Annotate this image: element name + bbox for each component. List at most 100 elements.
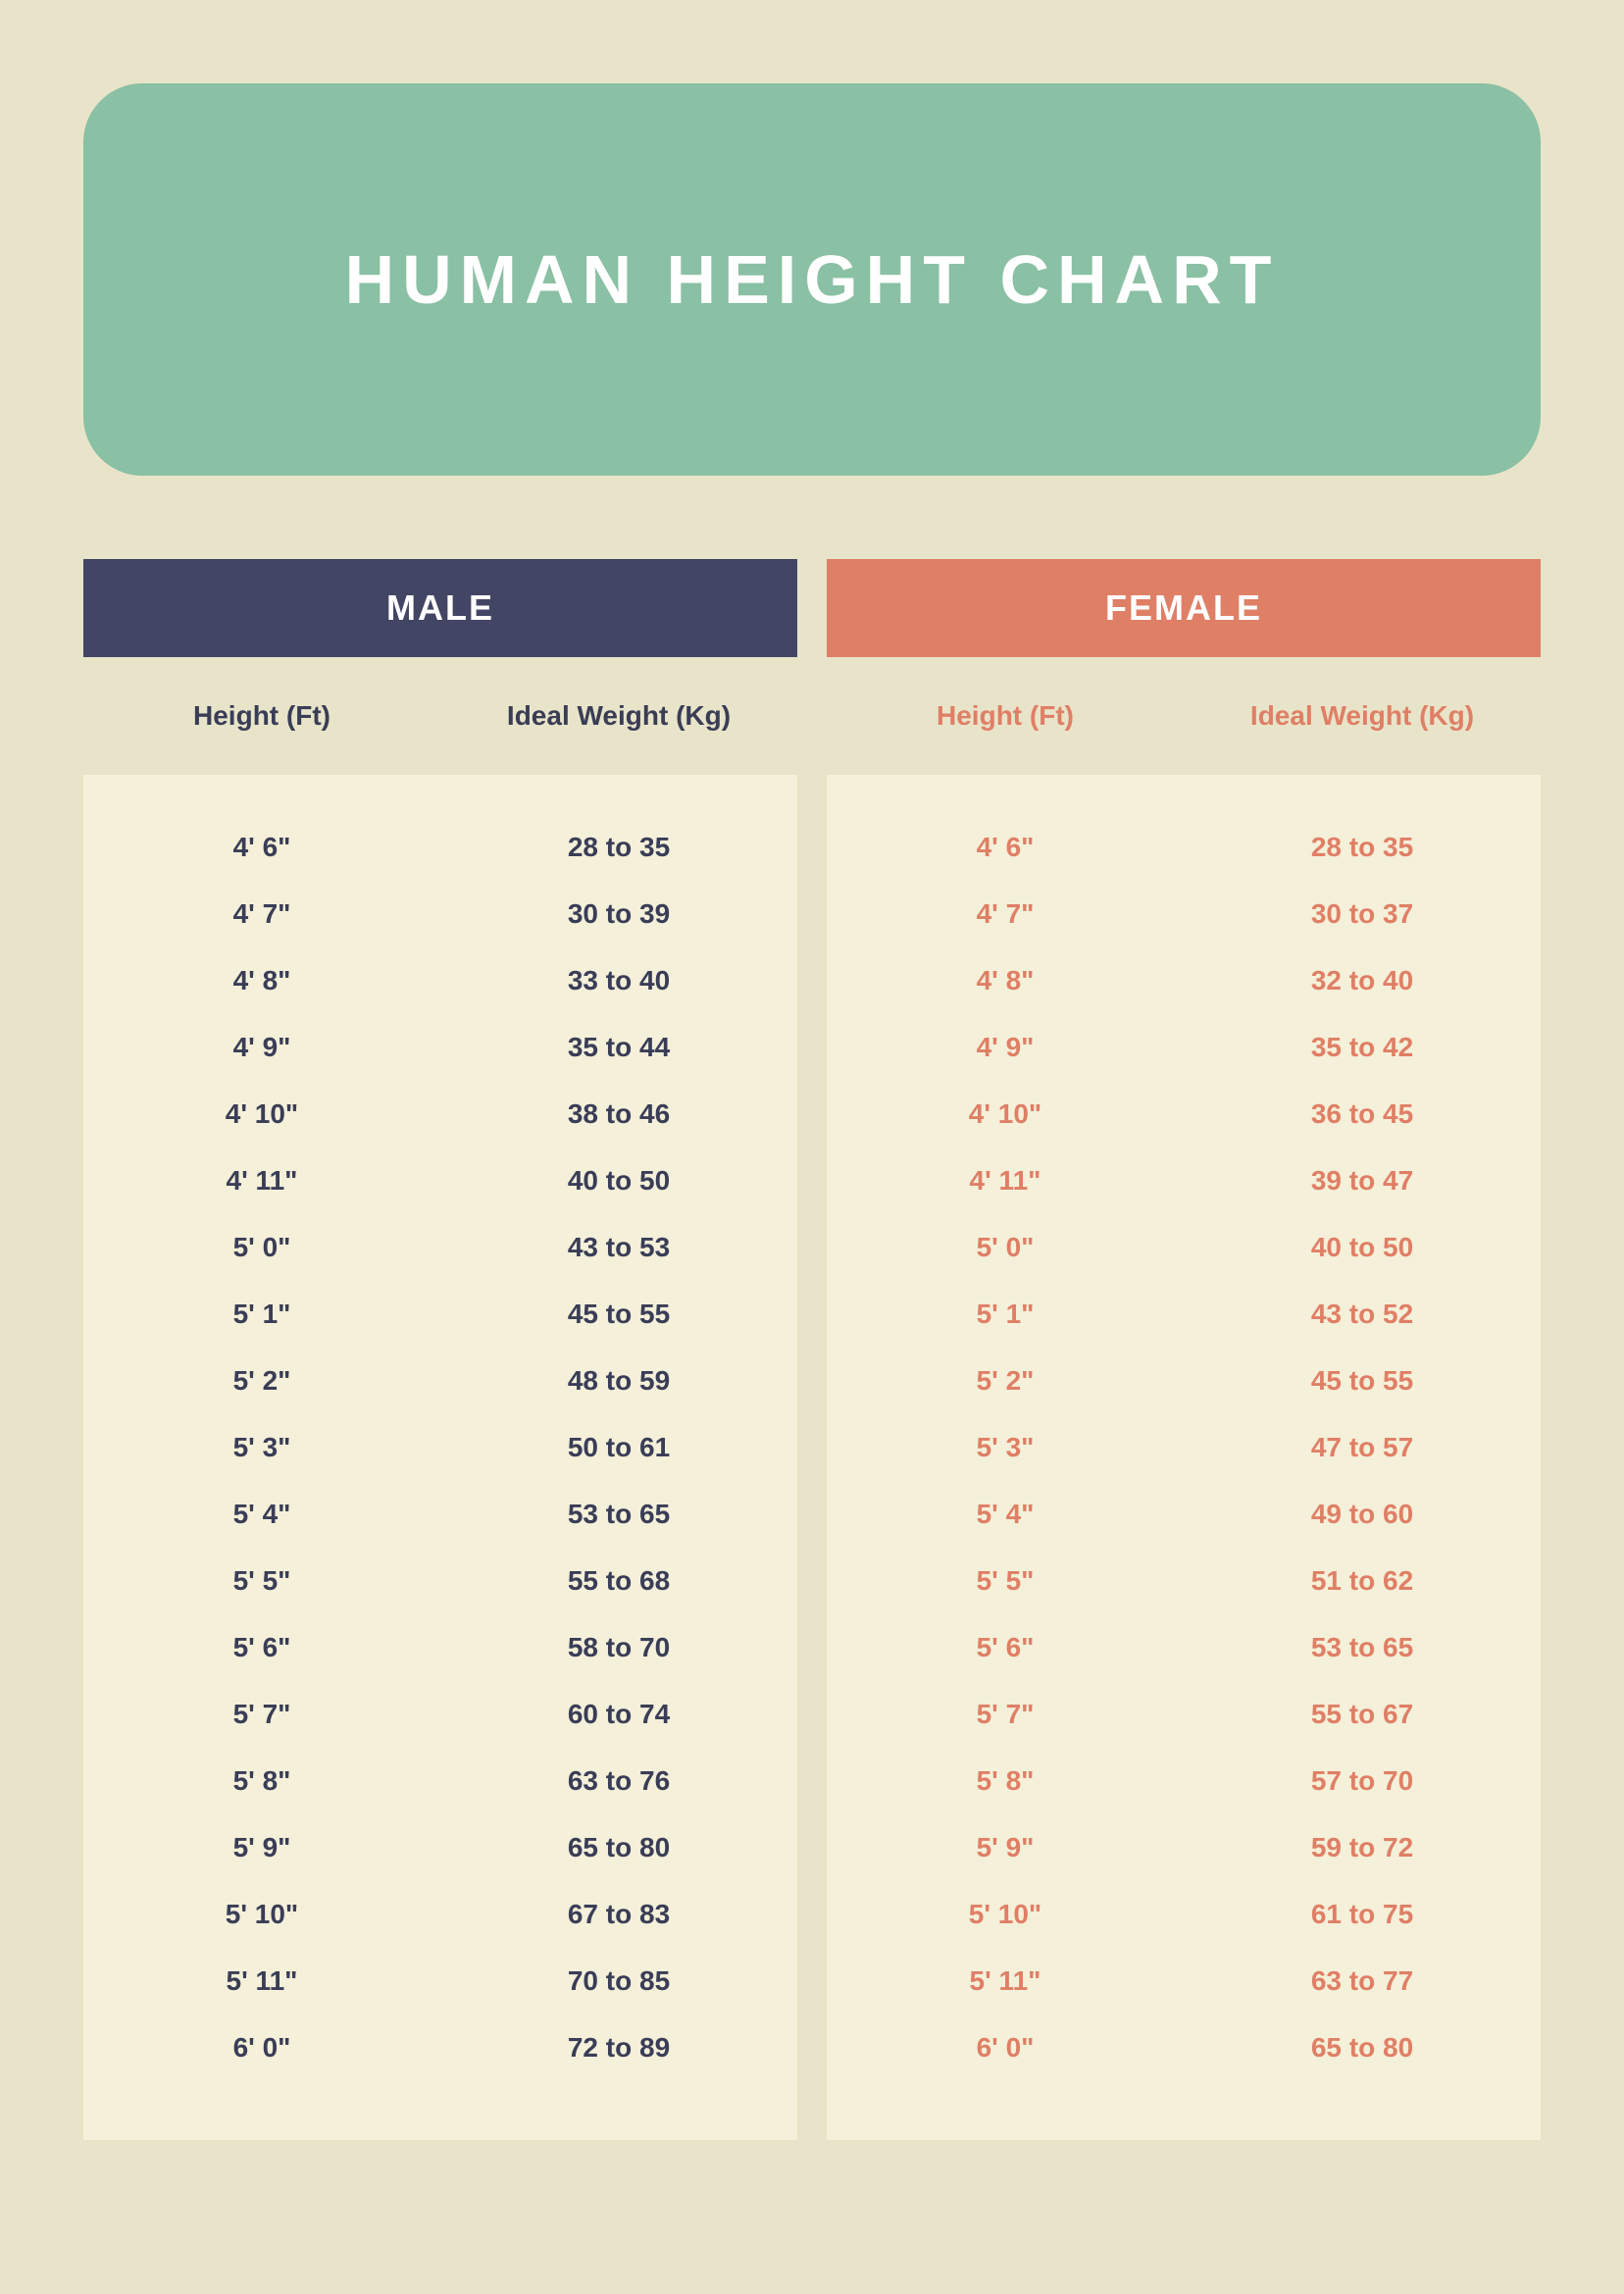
male-height-cell: 5' 3" [83, 1432, 440, 1463]
female-weight-cell: 51 to 62 [1184, 1565, 1541, 1597]
female-height-cell: 5' 7" [827, 1699, 1184, 1730]
male-weight-cell: 53 to 65 [440, 1499, 797, 1530]
male-height-cell: 4' 7" [83, 898, 440, 930]
female-weight-cell: 55 to 67 [1184, 1699, 1541, 1730]
female-height-cell: 5' 4" [827, 1499, 1184, 1530]
male-weight-cell: 67 to 83 [440, 1899, 797, 1930]
female-height-cell: 5' 10" [827, 1899, 1184, 1930]
table-row: 4' 10"38 to 46 [83, 1081, 797, 1147]
female-weight-cell: 65 to 80 [1184, 2032, 1541, 2064]
table-row: 5' 9"59 to 72 [827, 1814, 1541, 1881]
male-weight-cell: 28 to 35 [440, 832, 797, 863]
male-weight-cell: 50 to 61 [440, 1432, 797, 1463]
male-weight-cell: 40 to 50 [440, 1165, 797, 1197]
table-row: 5' 6"58 to 70 [83, 1614, 797, 1681]
male-height-cell: 5' 8" [83, 1765, 440, 1797]
male-height-cell: 5' 7" [83, 1699, 440, 1730]
female-table-section: FEMALE Height (Ft) Ideal Weight (Kg) 4' … [827, 559, 1541, 2140]
table-row: 5' 1"43 to 52 [827, 1281, 1541, 1348]
table-row: 6' 0"72 to 89 [83, 2014, 797, 2081]
table-row: 5' 8"57 to 70 [827, 1748, 1541, 1814]
female-height-cell: 5' 11" [827, 1965, 1184, 1997]
table-row: 5' 0"43 to 53 [83, 1214, 797, 1281]
female-height-cell: 4' 6" [827, 832, 1184, 863]
table-row: 4' 8"33 to 40 [83, 947, 797, 1014]
female-height-cell: 4' 7" [827, 898, 1184, 930]
female-weight-cell: 63 to 77 [1184, 1965, 1541, 1997]
table-row: 4' 8"32 to 40 [827, 947, 1541, 1014]
table-row: 4' 11"40 to 50 [83, 1147, 797, 1214]
female-weight-cell: 53 to 65 [1184, 1632, 1541, 1663]
female-weight-cell: 45 to 55 [1184, 1365, 1541, 1397]
male-weight-cell: 72 to 89 [440, 2032, 797, 2064]
male-height-cell: 5' 2" [83, 1365, 440, 1397]
male-weight-cell: 63 to 76 [440, 1765, 797, 1797]
female-height-cell: 5' 0" [827, 1232, 1184, 1263]
male-weight-header: Ideal Weight (Kg) [440, 700, 797, 732]
male-height-cell: 5' 11" [83, 1965, 440, 1997]
page-title: HUMAN HEIGHT CHART [345, 240, 1280, 319]
male-weight-cell: 58 to 70 [440, 1632, 797, 1663]
table-row: 5' 11"70 to 85 [83, 1948, 797, 2014]
table-row: 5' 4"49 to 60 [827, 1481, 1541, 1548]
male-weight-cell: 43 to 53 [440, 1232, 797, 1263]
male-height-cell: 4' 8" [83, 965, 440, 996]
table-row: 5' 5"55 to 68 [83, 1548, 797, 1614]
female-height-cell: 5' 1" [827, 1299, 1184, 1330]
male-table-section: MALE Height (Ft) Ideal Weight (Kg) 4' 6"… [83, 559, 797, 2140]
table-row: 5' 7"60 to 74 [83, 1681, 797, 1748]
male-height-cell: 6' 0" [83, 2032, 440, 2064]
female-weight-cell: 32 to 40 [1184, 965, 1541, 996]
tables-container: MALE Height (Ft) Ideal Weight (Kg) 4' 6"… [83, 559, 1541, 2140]
male-height-cell: 4' 10" [83, 1098, 440, 1130]
table-row: 5' 3"50 to 61 [83, 1414, 797, 1481]
female-weight-header: Ideal Weight (Kg) [1184, 700, 1541, 732]
female-height-cell: 5' 8" [827, 1765, 1184, 1797]
female-weight-cell: 59 to 72 [1184, 1832, 1541, 1863]
male-height-cell: 5' 4" [83, 1499, 440, 1530]
male-weight-cell: 38 to 46 [440, 1098, 797, 1130]
female-section-header: FEMALE [827, 559, 1541, 657]
table-row: 5' 11"63 to 77 [827, 1948, 1541, 2014]
table-row: 5' 7"55 to 67 [827, 1681, 1541, 1748]
female-weight-cell: 36 to 45 [1184, 1098, 1541, 1130]
male-weight-cell: 35 to 44 [440, 1032, 797, 1063]
female-weight-cell: 30 to 37 [1184, 898, 1541, 930]
table-row: 4' 9"35 to 42 [827, 1014, 1541, 1081]
table-row: 5' 10"61 to 75 [827, 1881, 1541, 1948]
table-row: 4' 9"35 to 44 [83, 1014, 797, 1081]
male-column-headers: Height (Ft) Ideal Weight (Kg) [83, 657, 797, 775]
female-height-header: Height (Ft) [827, 700, 1184, 732]
male-weight-cell: 30 to 39 [440, 898, 797, 930]
male-data-rows: 4' 6"28 to 354' 7"30 to 394' 8"33 to 404… [83, 775, 797, 2140]
table-row: 5' 3"47 to 57 [827, 1414, 1541, 1481]
table-row: 5' 6"53 to 65 [827, 1614, 1541, 1681]
female-weight-cell: 57 to 70 [1184, 1765, 1541, 1797]
table-row: 4' 7"30 to 39 [83, 881, 797, 947]
male-weight-cell: 70 to 85 [440, 1965, 797, 1997]
male-weight-cell: 48 to 59 [440, 1365, 797, 1397]
table-row: 5' 2"45 to 55 [827, 1348, 1541, 1414]
table-row: 6' 0"65 to 80 [827, 2014, 1541, 2081]
table-row: 4' 7"30 to 37 [827, 881, 1541, 947]
male-height-cell: 5' 9" [83, 1832, 440, 1863]
table-row: 4' 10"36 to 45 [827, 1081, 1541, 1147]
female-height-cell: 5' 9" [827, 1832, 1184, 1863]
table-row: 5' 9"65 to 80 [83, 1814, 797, 1881]
table-row: 5' 0"40 to 50 [827, 1214, 1541, 1281]
male-height-cell: 4' 11" [83, 1165, 440, 1197]
female-height-cell: 4' 8" [827, 965, 1184, 996]
male-weight-cell: 65 to 80 [440, 1832, 797, 1863]
female-weight-cell: 35 to 42 [1184, 1032, 1541, 1063]
female-column-headers: Height (Ft) Ideal Weight (Kg) [827, 657, 1541, 775]
table-row: 5' 5"51 to 62 [827, 1548, 1541, 1614]
female-height-cell: 4' 10" [827, 1098, 1184, 1130]
female-weight-cell: 28 to 35 [1184, 832, 1541, 863]
female-height-cell: 5' 5" [827, 1565, 1184, 1597]
female-height-cell: 4' 11" [827, 1165, 1184, 1197]
table-row: 5' 10"67 to 83 [83, 1881, 797, 1948]
table-row: 5' 1"45 to 55 [83, 1281, 797, 1348]
female-weight-cell: 49 to 60 [1184, 1499, 1541, 1530]
female-weight-cell: 47 to 57 [1184, 1432, 1541, 1463]
title-box: HUMAN HEIGHT CHART [83, 83, 1541, 476]
